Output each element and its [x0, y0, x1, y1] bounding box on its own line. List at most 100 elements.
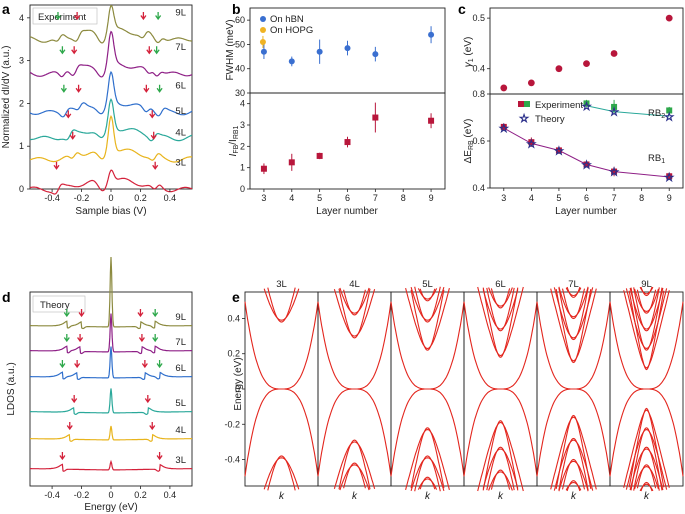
- ylabel-de-unit: (eV): [463, 119, 474, 141]
- c-bot-ytick-0: 0.4: [472, 183, 485, 193]
- a-xtick-3: 0.2: [134, 193, 147, 203]
- legend-marker-theory: ☆: [519, 112, 529, 125]
- arrow-a-5L-0: [65, 110, 72, 119]
- band-flat-dn-7L-0: [536, 388, 611, 477]
- c-xtick-6: 9: [667, 193, 672, 203]
- arrow-d-3L-0: [59, 452, 66, 461]
- band-up-9L-2-a-0: [633, 287, 660, 332]
- c-exp-point-0-0: [500, 123, 507, 130]
- label-a-7L: 7L: [175, 42, 186, 53]
- c-top-point-3: [583, 60, 590, 68]
- label-rb1-sub: 1: [661, 158, 665, 165]
- d-xtick-1: -0.2: [74, 490, 90, 500]
- a-ytick-2: 2: [19, 98, 24, 108]
- band-dn-6L-2-b-0: [488, 471, 513, 491]
- ylabel-gamma-sub: 1: [468, 58, 475, 62]
- arrow-d-3L-1: [156, 452, 163, 461]
- band-up-4L-1-b-0: [339, 287, 370, 314]
- arrow-a-9L-2: [140, 11, 147, 21]
- arrow-d-7L-1: [77, 334, 84, 343]
- label-d-9L: 9L: [175, 312, 186, 323]
- label-rb1: RB1: [648, 153, 665, 165]
- band-dn-5L-0-a-0: [410, 427, 445, 489]
- c-exp-point-2-0: [583, 100, 590, 107]
- c-xtick-3: 6: [584, 193, 589, 203]
- band-up-5L-0-b-0: [405, 287, 450, 349]
- arrow-d-9L-3: [152, 309, 159, 318]
- curve-a-9L: [29, 4, 193, 44]
- e-ytick-4: 0.4: [227, 313, 240, 323]
- arrow-a-7L-0: [59, 46, 66, 55]
- b-xtick-0: 3: [261, 193, 266, 203]
- a-ytick-1: 1: [19, 141, 24, 151]
- label-a-6L: 6L: [175, 80, 186, 91]
- panel-letter-d: d: [2, 289, 11, 305]
- panel-d-legend-box: [32, 295, 86, 313]
- arrow-d-6L-3: [156, 360, 163, 369]
- band-dn-4L-1-b-0: [339, 464, 370, 491]
- band-dn-6L-2-a-0: [490, 469, 511, 490]
- arrow-a-9L-1: [74, 11, 81, 21]
- ylabel-de: ΔE: [463, 150, 474, 164]
- band-title-5L: 5L: [422, 279, 433, 290]
- band-dn-9L-2-a-0: [633, 446, 660, 491]
- ylabel-sub-rb1: RB1: [233, 125, 240, 139]
- b-bot-point-5: [428, 117, 435, 124]
- b-top-point-0-4: [372, 51, 379, 58]
- curve-a-4L: [29, 114, 192, 163]
- a-xtick-4: 0.4: [164, 193, 177, 203]
- panel-letter-e: e: [232, 289, 240, 305]
- band-up-3L-0-b-0: [263, 288, 300, 321]
- band-dn-9L-0-b-0: [623, 409, 670, 488]
- c-top-ytick-0: 0.4: [472, 64, 485, 74]
- band-up-3L-0-a-0: [267, 287, 296, 323]
- a-ytick-0: 0: [19, 184, 24, 194]
- legend-marker-experiment-green: [524, 101, 530, 107]
- curve-d-3L: [30, 459, 192, 472]
- panel-a-legend-text: Experiment: [38, 12, 86, 23]
- panel-a-xlabel: Sample bias (V): [75, 206, 146, 217]
- label-rb1-main: RB: [648, 153, 661, 164]
- band-up-7L-0-a-0: [555, 289, 592, 364]
- band-klabel-3L: k: [279, 491, 285, 502]
- legend-marker-experiment-red: [518, 101, 524, 107]
- b-bot-ytick-0: 0: [240, 184, 245, 194]
- band-dn-5L-0-b-0: [405, 429, 450, 491]
- band-up-6L-0-a-0: [482, 287, 519, 358]
- band-up-4L-0-b-0: [333, 289, 376, 337]
- b-top-point-0-5: [428, 31, 435, 38]
- d-xtick-0: -0.4: [44, 490, 60, 500]
- band-dn-9L-3-a-0: [636, 464, 657, 489]
- curve-d-5L: [30, 388, 192, 416]
- band-dn-7L-3-b-0: [565, 481, 582, 491]
- label-d-5L: 5L: [175, 398, 186, 409]
- band-up-9L-0-b-0: [623, 290, 670, 369]
- band-up-5L-1-a-0: [414, 286, 441, 323]
- band-title-3L: 3L: [276, 279, 287, 290]
- legend-marker-on-hbn: [260, 16, 266, 22]
- band-title-9L: 9L: [641, 279, 652, 290]
- band-dn-9L-1-a-0: [630, 427, 663, 491]
- band-dn-5L-1-b-0: [410, 457, 445, 492]
- c-xtick-4: 7: [612, 193, 617, 203]
- panel-b-top-ylabel: FWHM (meV): [225, 19, 236, 80]
- arrow-a-4L-1: [150, 131, 157, 140]
- c-bot-ytick-2: 0.8: [472, 89, 485, 99]
- panel-e-band-structures: 3L k 4L k 5L k 6L k 7L k 9L k -0.4 -0.2 0 0.2 0.4 Energ…: [224, 279, 684, 502]
- b-bot-point-1: [288, 159, 295, 166]
- ylabel-gamma: γ: [463, 61, 474, 67]
- c-exp-point-0-4: [611, 168, 618, 175]
- panel-d-legend-text: Theory: [40, 300, 70, 311]
- a-xtick-2: 0: [108, 193, 113, 203]
- band-flat-dn-3L-0: [244, 388, 319, 477]
- arrow-d-6L-2: [141, 360, 148, 369]
- band-dn-6L-1-b-0: [482, 448, 519, 489]
- band-dn-9L-2-b-0: [629, 448, 664, 491]
- b-top-point-0-1: [288, 58, 295, 65]
- legend-label-theory: Theory: [535, 114, 565, 125]
- c-theory-star-3-2: ☆: [664, 110, 674, 123]
- c-top-point-2: [555, 65, 563, 73]
- panel-letter-b: b: [232, 1, 241, 17]
- curve-a-7L: [29, 30, 193, 78]
